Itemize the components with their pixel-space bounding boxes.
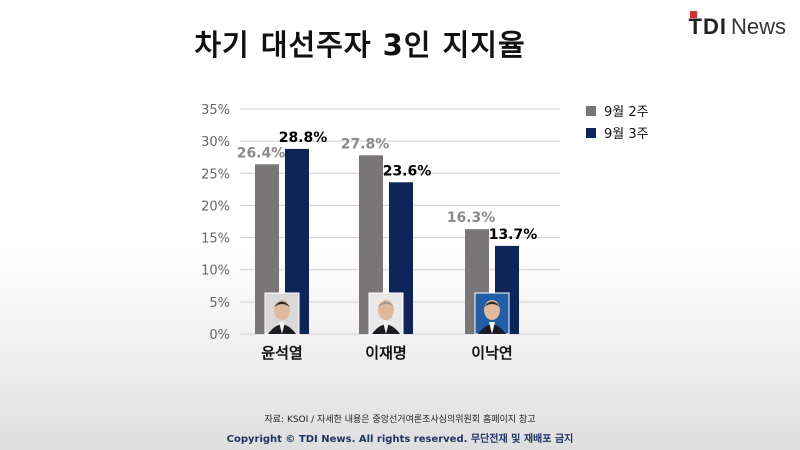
data-label: 27.8% bbox=[341, 136, 390, 152]
candidate-photo-shirt bbox=[489, 322, 495, 334]
data-label: 28.8% bbox=[279, 130, 328, 146]
data-label: 13.7% bbox=[489, 227, 538, 243]
y-tick-label: 30% bbox=[201, 135, 230, 150]
tdi-news-logo: TDI News bbox=[688, 11, 786, 42]
candidate-photo-face bbox=[484, 300, 500, 320]
candidate-photo-face bbox=[274, 300, 290, 320]
legend-label: 9월 2주 bbox=[604, 105, 649, 120]
logo-mark: TDI bbox=[688, 11, 727, 39]
logo-sub: News bbox=[730, 14, 786, 39]
candidate-photo-shirt bbox=[279, 322, 285, 334]
data-label: 16.3% bbox=[447, 210, 496, 226]
y-tick-label: 20% bbox=[201, 199, 230, 214]
data-label: 23.6% bbox=[383, 163, 432, 179]
category-label: 이재명 bbox=[365, 344, 406, 362]
legend-swatch bbox=[586, 128, 596, 138]
category-label: 이낙연 bbox=[471, 344, 512, 362]
data-label: 26.4% bbox=[237, 145, 286, 161]
candidate-photo-hair bbox=[484, 301, 500, 307]
category-label: 윤석열 bbox=[261, 344, 302, 362]
y-tick-label: 0% bbox=[209, 328, 230, 343]
legend-swatch bbox=[586, 106, 596, 116]
candidate-photo-face bbox=[378, 300, 394, 320]
candidate-photo-hair bbox=[274, 301, 290, 307]
legend-label: 9월 3주 bbox=[604, 127, 649, 142]
copyright-note: Copyright © TDI News. All rights reserve… bbox=[226, 434, 574, 445]
chart-title: 차기 대선주자 3인 지지율 bbox=[194, 28, 526, 62]
y-tick-label: 10% bbox=[201, 264, 230, 279]
candidate-photo-shirt bbox=[383, 322, 389, 334]
y-tick-label: 35% bbox=[201, 103, 230, 118]
candidate-photo-hair bbox=[378, 301, 394, 307]
y-tick-label: 25% bbox=[201, 167, 230, 182]
y-tick-label: 15% bbox=[201, 232, 230, 247]
y-tick-label: 5% bbox=[209, 296, 230, 311]
source-note: 자료: KSOI / 자세한 내용은 중앙선거여론조사심의위원회 홈페이지 참고 bbox=[264, 415, 536, 425]
